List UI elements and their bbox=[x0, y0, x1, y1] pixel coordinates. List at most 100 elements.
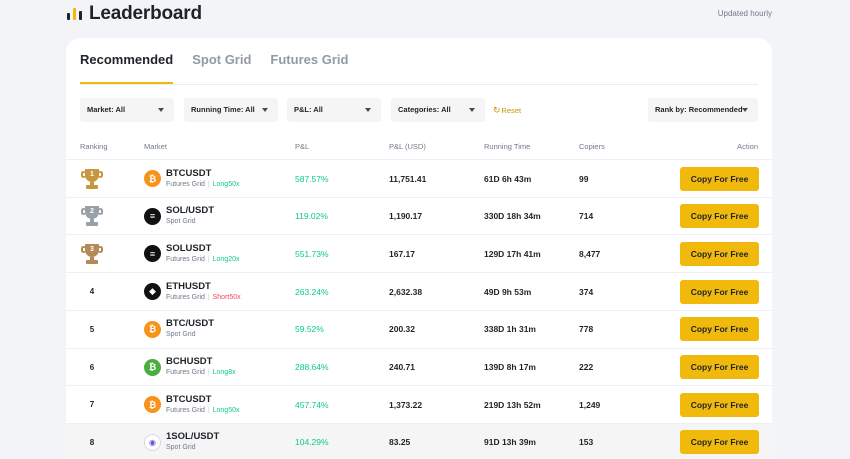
ethereum-icon: ◆ bbox=[144, 283, 161, 301]
leverage-badge: Long50x bbox=[212, 180, 240, 188]
running-time-value: 330D 18h 34m bbox=[484, 211, 541, 222]
market-pair: ETHUSDT bbox=[166, 280, 211, 292]
copy-for-free-button[interactable]: Copy For Free bbox=[680, 204, 759, 229]
pnl-filter-label: P&L: All bbox=[294, 105, 323, 114]
market-pair: BCHUSDT bbox=[166, 356, 213, 367]
1sol-icon: ◉ bbox=[144, 433, 161, 451]
separator: | bbox=[205, 406, 212, 414]
copiers-value: 778 bbox=[579, 324, 594, 335]
running-time-value: 139D 8h 17m bbox=[484, 362, 536, 372]
bitcoin-icon: ₿ bbox=[144, 396, 161, 414]
rank-by-select[interactable]: Rank by: Recommended bbox=[648, 98, 758, 122]
top-bar: Leaderboard Updated hourly bbox=[0, 0, 850, 36]
copy-for-free-button[interactable]: Copy For Free bbox=[680, 392, 759, 417]
copy-for-free-button[interactable]: Copy For Free bbox=[680, 166, 759, 191]
reset-button[interactable]: ↻Reset bbox=[493, 98, 521, 122]
grid-type: Spot Grid bbox=[166, 444, 196, 452]
page-title: Leaderboard bbox=[89, 3, 202, 24]
tab-futures-grid[interactable]: Futures Grid bbox=[270, 52, 349, 67]
rank-cell: 5 bbox=[80, 311, 104, 348]
pnl-value: 59.52% bbox=[295, 324, 324, 335]
leverage-badge: Long20x bbox=[212, 255, 240, 263]
pnl-usd-value: 167.17 bbox=[389, 248, 415, 259]
bitcoin-cash-icon: ₿ bbox=[144, 358, 161, 376]
market-cell[interactable]: ≡ SOL/USDT Spot Grid bbox=[144, 198, 294, 235]
running-time-filter-select[interactable]: Running Time: All bbox=[184, 98, 278, 122]
market-subtitle: Futures Grid | Long50x bbox=[166, 180, 239, 190]
market-text: SOL/USDT Spot Grid bbox=[166, 205, 214, 227]
pnl-value: 119.02% bbox=[295, 211, 328, 222]
categories-filter-select[interactable]: Categories: All bbox=[391, 98, 485, 122]
table-row: 5 ₿ BTC/USDT Spot Grid 59.52% 200.32 338D 1h 3… bbox=[66, 309, 772, 348]
market-cell[interactable]: ≡ SOLUSDT Futures Grid | Long20x bbox=[144, 235, 294, 272]
market-pair: SOL/USDT bbox=[166, 205, 215, 217]
running-time-value: 219D 13h 52m bbox=[484, 399, 541, 410]
rank-cell: 2 bbox=[80, 198, 104, 235]
leaderboard-bars-icon bbox=[67, 8, 83, 20]
market-filter-label: Market: All bbox=[87, 105, 126, 114]
action-cell: Copy For Free bbox=[679, 198, 759, 235]
market-pair: BTC/USDT bbox=[166, 318, 215, 330]
market-pair: SOLUSDT bbox=[166, 242, 212, 254]
copy-for-free-button[interactable]: Copy For Free bbox=[680, 241, 759, 266]
column-header-copiers: Copiers bbox=[579, 142, 605, 151]
rank-cell: 1 bbox=[80, 160, 104, 197]
chevron-down-icon bbox=[742, 108, 748, 112]
table-row: 6 ₿ BCHUSDT Futures Grid | Long8x 288.64% 240… bbox=[66, 347, 772, 386]
tab-bar: Recommended Spot Grid Futures Grid bbox=[80, 52, 348, 84]
market-cell[interactable]: ◉ 1SOL/USDT Spot Grid bbox=[144, 424, 294, 459]
market-text: SOLUSDT Futures Grid | Long20x bbox=[166, 243, 239, 265]
rank-number: 1 bbox=[90, 170, 94, 178]
market-filter-select[interactable]: Market: All bbox=[80, 98, 174, 122]
copy-for-free-button[interactable]: Copy For Free bbox=[680, 317, 759, 342]
market-pair: BTCUSDT bbox=[166, 393, 212, 405]
grid-type: Futures Grid bbox=[166, 293, 205, 301]
market-text: BCHUSDT Futures Grid | Long8x bbox=[166, 356, 236, 378]
separator: | bbox=[205, 293, 212, 301]
pnl-value: 587.57% bbox=[295, 173, 329, 184]
copy-for-free-button[interactable]: Copy For Free bbox=[680, 430, 759, 455]
grid-type: Futures Grid bbox=[166, 406, 205, 414]
tab-recommended[interactable]: Recommended bbox=[80, 52, 174, 84]
chevron-down-icon bbox=[158, 108, 164, 112]
separator: | bbox=[205, 369, 212, 376]
categories-filter-label: Categories: All bbox=[398, 105, 451, 114]
action-cell: Copy For Free bbox=[679, 386, 759, 423]
copy-for-free-button[interactable]: Copy For Free bbox=[680, 279, 759, 304]
solana-icon: ≡ bbox=[144, 245, 161, 263]
rank-number: 3 bbox=[90, 245, 94, 253]
market-cell[interactable]: ◆ ETHUSDT Futures Grid | Short50x bbox=[144, 273, 294, 310]
column-header-action: Action bbox=[737, 142, 758, 151]
market-cell[interactable]: ₿ BTCUSDT Futures Grid | Long50x bbox=[144, 160, 294, 197]
rank-cell: 6 bbox=[80, 349, 104, 386]
market-cell[interactable]: ₿ BCHUSDT Futures Grid | Long8x bbox=[144, 349, 294, 386]
rank-cell: 4 bbox=[80, 273, 104, 310]
gold-trophy-icon: 1 bbox=[81, 168, 103, 189]
pnl-usd-value: 1,190.17 bbox=[389, 211, 423, 222]
copy-for-free-button[interactable]: Copy For Free bbox=[680, 355, 759, 379]
rank-cell: 7 bbox=[80, 386, 104, 423]
chevron-down-icon bbox=[262, 108, 268, 112]
pnl-value: 104.29% bbox=[295, 437, 329, 448]
market-cell[interactable]: ₿ BTCUSDT Futures Grid | Long50x bbox=[144, 386, 294, 423]
grid-type: Futures Grid bbox=[166, 180, 205, 188]
solana-icon: ≡ bbox=[144, 207, 161, 225]
copiers-value: 714 bbox=[579, 211, 594, 222]
rank-number: 8 bbox=[89, 437, 95, 447]
action-cell: Copy For Free bbox=[679, 160, 759, 197]
table-row: 3 ≡ SOLUSDT Futures Grid | Long20x 551.73% 16… bbox=[66, 234, 772, 272]
column-header-pnl: P&L bbox=[295, 142, 310, 151]
market-cell[interactable]: ₿ BTC/USDT Spot Grid bbox=[144, 311, 294, 348]
pnl-value: 551.73% bbox=[295, 248, 329, 259]
table-row: 2 ≡ SOL/USDT Spot Grid 119.02% 1,190.17 330D 1… bbox=[66, 196, 772, 235]
tab-spot-grid[interactable]: Spot Grid bbox=[192, 52, 252, 67]
bitcoin-icon: ₿ bbox=[144, 320, 161, 338]
running-time-value: 61D 6h 43m bbox=[484, 173, 532, 184]
pnl-filter-select[interactable]: P&L: All bbox=[287, 98, 381, 122]
market-subtitle: Spot Grid bbox=[166, 217, 214, 227]
separator: | bbox=[205, 180, 212, 188]
market-subtitle: Futures Grid | Short50x bbox=[166, 293, 241, 303]
separator: | bbox=[205, 255, 212, 263]
market-text: BTC/USDT Spot Grid bbox=[166, 318, 214, 340]
leverage-badge: Long50x bbox=[212, 406, 240, 414]
